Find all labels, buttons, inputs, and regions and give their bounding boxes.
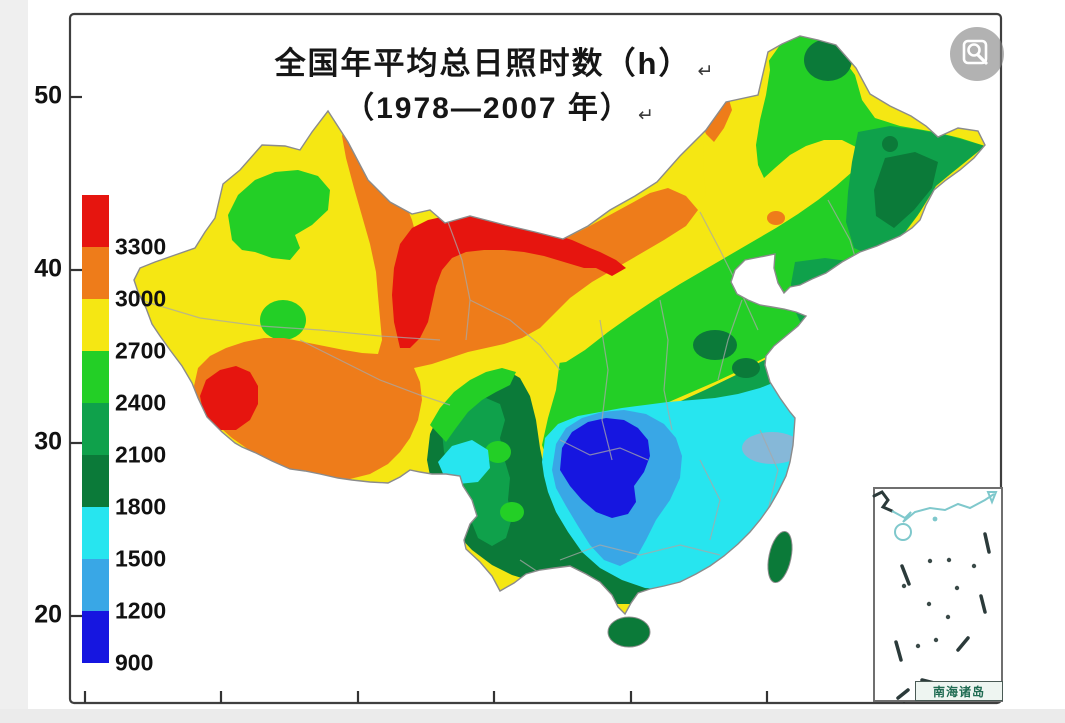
legend-value: 900: [115, 649, 154, 676]
inset-island-dots: [901, 557, 977, 649]
y-tick-label: 50: [34, 81, 62, 110]
legend-swatch: [82, 507, 109, 559]
legend-value: 2400: [115, 389, 167, 416]
legend-swatch: [82, 559, 109, 611]
hainan-island: [607, 616, 651, 648]
taiwan-island: [767, 530, 793, 584]
legend-value: 2700: [115, 337, 167, 364]
legend-value: 1200: [115, 597, 167, 624]
return-mark-icon: ↵: [637, 105, 656, 126]
map-title-line2: （1978—2007 年） ↵: [285, 83, 715, 127]
inset-hainan-loop: [894, 523, 912, 541]
legend-value: 2100: [115, 441, 167, 468]
y-tick-label: 30: [34, 427, 62, 456]
south-china-sea-inset: [872, 487, 1003, 702]
legend-value: 3000: [115, 285, 167, 312]
legend-swatch: [82, 403, 109, 455]
map-title-line1: 全国年平均总日照时数（h） ↵: [255, 38, 735, 83]
legend-swatch: [82, 195, 109, 247]
inset-label: 南海诸岛: [915, 681, 1003, 701]
legend-value: 1500: [115, 545, 167, 572]
legend-swatch: [82, 611, 109, 663]
return-mark-icon: ↵: [697, 61, 716, 82]
legend-swatch: [82, 351, 109, 403]
y-tick-label: 40: [34, 254, 62, 283]
legend-swatch: [82, 455, 109, 507]
map-title-text: 全国年平均总日照时数（h）: [274, 46, 692, 81]
legend-scale: [82, 195, 109, 663]
page-margin-bottom: [0, 709, 1065, 723]
legend-swatch: [82, 247, 109, 299]
y-tick-label: 20: [34, 600, 62, 629]
image-search-icon: [962, 39, 988, 65]
image-search-button[interactable]: [950, 27, 1004, 81]
legend-value: 1800: [115, 493, 167, 520]
legend-swatch: [82, 299, 109, 351]
legend-value: 3300: [115, 233, 167, 260]
page-margin-left: [0, 0, 28, 723]
map-subtitle-text: （1978—2007 年）: [344, 92, 632, 125]
china-outline: [133, 35, 986, 616]
